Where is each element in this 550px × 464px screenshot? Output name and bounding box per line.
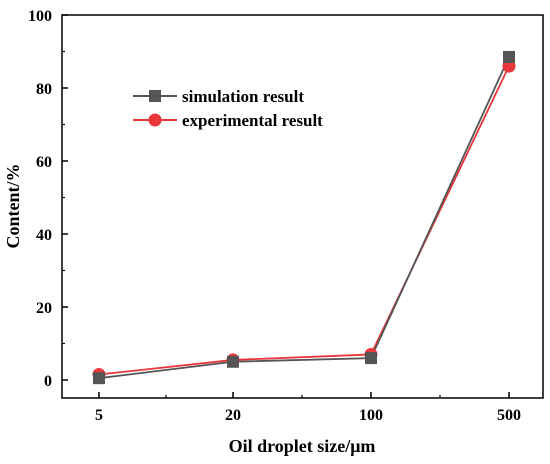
legend-marker-circle bbox=[148, 113, 162, 127]
x-tick-label: 20 bbox=[225, 407, 241, 424]
data-point-simulation bbox=[93, 372, 105, 385]
legend: simulation result experimental result bbox=[133, 87, 323, 130]
y-axis-title: Content/% bbox=[3, 164, 23, 249]
x-axis-title: Oil droplet size/μm bbox=[229, 436, 376, 456]
y-tick-label: 40 bbox=[36, 227, 52, 244]
y-axis: 0 20 40 60 80 100 bbox=[28, 8, 68, 390]
legend-marker-square bbox=[149, 90, 161, 102]
data-point-simulation bbox=[503, 50, 515, 63]
x-axis: 5 20 100 500 bbox=[95, 392, 521, 424]
y-tick-label: 80 bbox=[36, 81, 52, 98]
series-line-simulation bbox=[98, 56, 510, 380]
series-layer bbox=[92, 50, 516, 385]
x-tick-label: 5 bbox=[95, 407, 103, 424]
y-tick-label: 20 bbox=[36, 300, 52, 317]
legend-label-simulation: simulation result bbox=[182, 87, 304, 106]
y-tick-label: 0 bbox=[44, 373, 52, 390]
plot-frame bbox=[61, 14, 544, 399]
y-tick-label: 60 bbox=[36, 154, 52, 171]
y-tick-label: 100 bbox=[28, 8, 52, 25]
x-tick-label: 100 bbox=[359, 407, 383, 424]
series-line-experimental bbox=[98, 65, 510, 376]
x-tick-label: 500 bbox=[497, 407, 521, 424]
data-point-simulation bbox=[227, 355, 239, 368]
data-point-simulation bbox=[365, 352, 377, 365]
legend-label-experimental: experimental result bbox=[182, 111, 323, 130]
